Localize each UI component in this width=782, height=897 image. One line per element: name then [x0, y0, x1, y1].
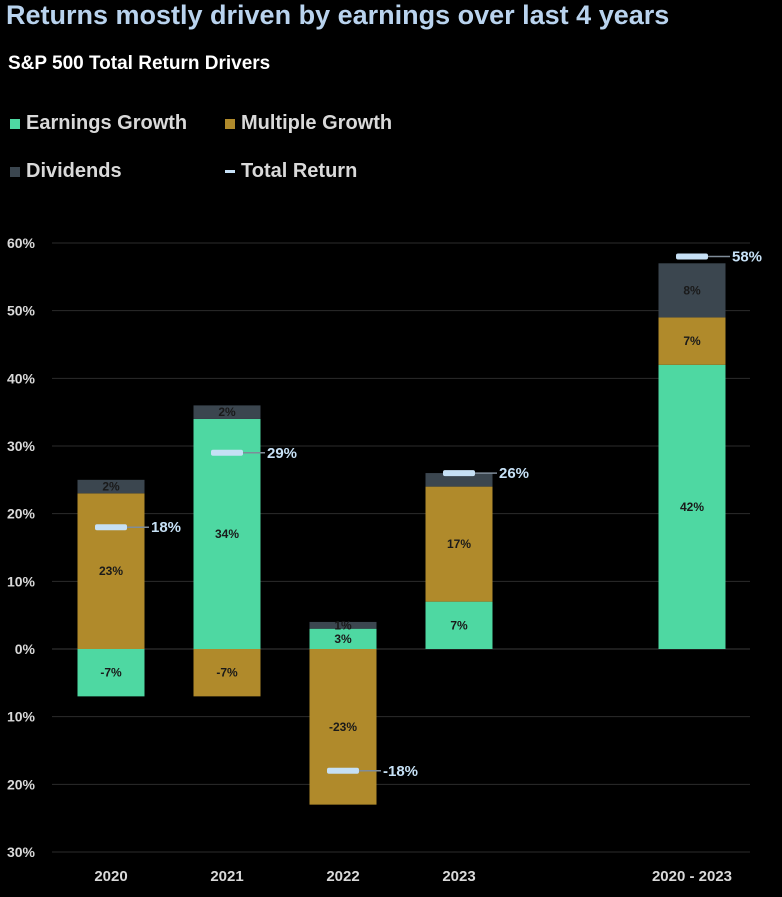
total-return-marker	[211, 449, 243, 456]
total-return-marker	[95, 524, 127, 531]
total-return-marker	[676, 253, 708, 260]
bar-earnings	[425, 601, 493, 649]
legend-swatch-earnings	[10, 118, 20, 129]
y-tick-label: 50%	[7, 303, 36, 319]
bar-dividends	[658, 263, 726, 318]
segment-label-dividends: 1%	[334, 618, 352, 632]
y-tick-label: 10%	[7, 709, 36, 725]
y-tick-label: 40%	[7, 370, 36, 386]
legend-item-multiple: Multiple Growth	[225, 112, 392, 135]
bar-earnings	[193, 418, 261, 649]
y-tick-label: 0%	[15, 641, 36, 657]
bar-multiple	[77, 493, 145, 649]
segment-label-earnings: 34%	[215, 527, 239, 541]
bar-dividends	[77, 479, 145, 494]
y-tick-label: 30%	[7, 438, 36, 454]
y-tick-label: 20%	[7, 506, 36, 522]
legend-swatch-multiple	[225, 118, 235, 129]
total-return-marker	[443, 470, 475, 477]
legend-item-dividends: Dividends	[10, 160, 122, 183]
legend-swatch-dividends	[10, 166, 20, 177]
bar-multiple	[193, 649, 261, 697]
total-return-label: 29%	[267, 445, 297, 462]
bar-multiple	[309, 649, 377, 805]
y-tick-label: 60%	[7, 235, 36, 251]
y-tick-label: 10%	[7, 573, 36, 589]
legend-item-total-return: Total Return	[225, 160, 357, 183]
total-return-label: -18%	[383, 763, 418, 780]
legend-label-total-return: Total Return	[241, 160, 358, 182]
bar-earnings	[77, 649, 145, 697]
x-tick-label: 2020 - 2023	[652, 868, 732, 885]
y-tick-label: 30%	[7, 844, 36, 860]
bar-dividends	[193, 405, 261, 419]
segment-label-earnings: 42%	[680, 500, 704, 514]
bar-multiple	[425, 486, 493, 602]
segment-label-earnings: -7%	[100, 666, 122, 680]
total-return-label: 58%	[732, 249, 762, 266]
segment-label-dividends: 8%	[683, 283, 701, 297]
x-tick-label: 2021	[210, 868, 243, 885]
legend-item-earnings: Earnings Growth	[10, 112, 187, 135]
segment-label-earnings: 3%	[334, 632, 352, 646]
chart-title: Returns mostly driven by earnings over l…	[6, 0, 670, 30]
bar-dividends	[425, 473, 493, 487]
y-tick-label: 20%	[7, 776, 36, 792]
legend-line-total-return	[225, 170, 235, 173]
legend-label-multiple: Multiple Growth	[241, 112, 393, 134]
total-return-label: 18%	[151, 519, 181, 536]
segment-label-dividends: 2%	[218, 405, 236, 419]
segment-label-multiple: -7%	[216, 666, 238, 680]
bar-earnings	[309, 628, 377, 649]
bar-multiple	[658, 317, 726, 365]
legend-label-dividends: Dividends	[26, 160, 122, 182]
x-tick-label: 2020	[94, 868, 127, 885]
segment-label-dividends: 2%	[102, 480, 120, 494]
segment-label-multiple: 7%	[683, 334, 701, 348]
segment-label-multiple: -23%	[329, 720, 357, 734]
legend-label-earnings: Earnings Growth	[26, 112, 188, 134]
x-tick-label: 2023	[442, 868, 475, 885]
total-return-label: 26%	[499, 465, 529, 482]
segment-label-earnings: 7%	[450, 618, 468, 632]
chart-subtitle: S&P 500 Total Return Drivers	[8, 53, 271, 74]
bar-earnings	[658, 364, 726, 649]
bar-dividends	[309, 621, 377, 629]
segment-label-multiple: 23%	[99, 564, 123, 578]
segment-label-multiple: 17%	[447, 537, 471, 551]
x-tick-label: 2022	[326, 868, 359, 885]
total-return-marker	[327, 767, 359, 774]
